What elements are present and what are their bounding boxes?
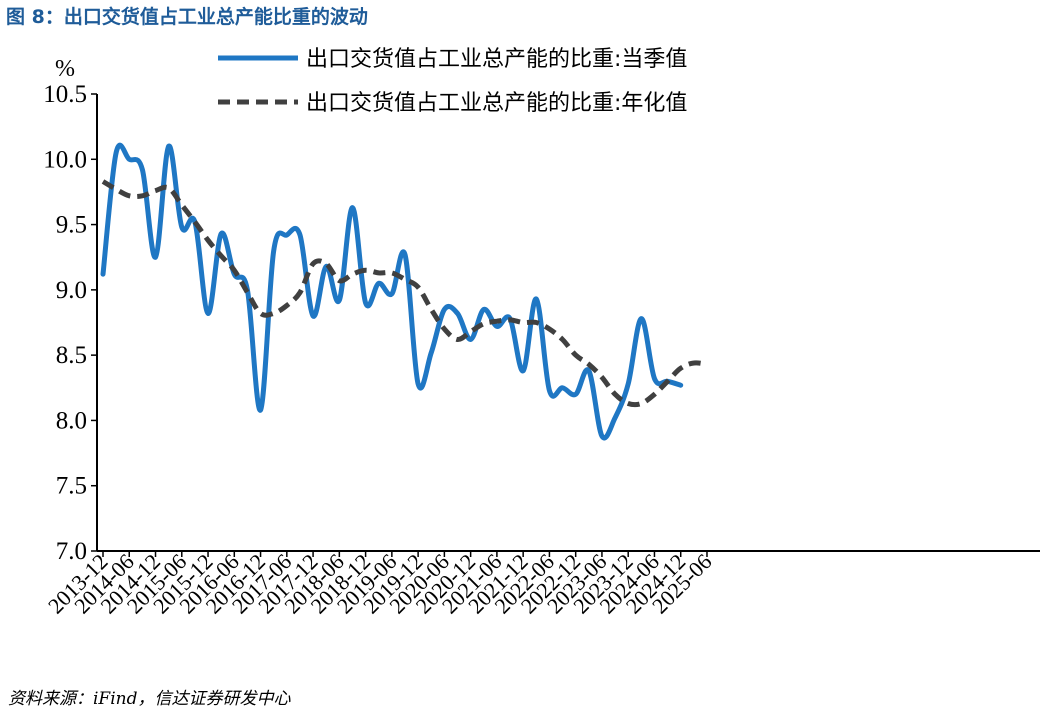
y-tick-label: 7.0 [56,538,87,565]
figure-title: 图 8：出口交货值占工业总产能比重的波动 [6,6,368,28]
x-tick-labels: 2013-122014-062014-122015-062015-122016-… [43,549,717,619]
source-note: 资料来源：iFind，信达证券研发中心 [8,689,291,709]
y-tick-label: 10.0 [43,146,87,173]
y-tick-label: 9.0 [56,277,87,304]
axes [96,94,1040,552]
y-unit-label: % [55,56,75,82]
y-tick-labels: 7.0 7.5 8.0 8.5 9.0 9.5 10.0 10.5 [43,81,97,565]
series-line-quarterly [100,142,684,441]
y-tick-label: 10.5 [43,81,87,108]
y-tick-label: 9.5 [56,212,87,239]
series-layer [100,142,708,441]
y-tick-label: 7.5 [56,473,87,500]
y-tick-label: 8.0 [56,407,87,434]
legend: 出口交货值占工业总产能的比重:当季值 出口交货值占工业总产能的比重:年化值 [218,47,687,116]
y-tick-label: 8.5 [56,342,87,369]
legend-label-quarterly: 出口交货值占工业总产能的比重:当季值 [306,47,687,72]
legend-label-annualized: 出口交货值占工业总产能的比重:年化值 [306,91,687,116]
series-line-annualized [101,179,708,408]
